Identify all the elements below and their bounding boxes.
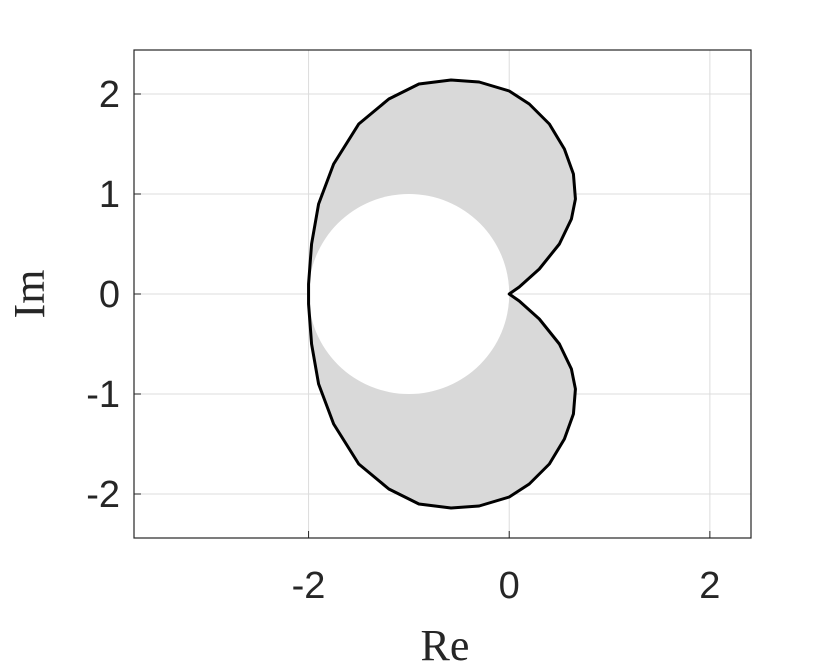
- x-tick-label: -2: [292, 565, 326, 607]
- y-tick-label: 1: [99, 174, 120, 216]
- axes-box: [133, 49, 752, 539]
- y-tick-label: -2: [86, 474, 120, 516]
- x-tick-label: 0: [499, 565, 520, 607]
- y-tick-label: 2: [99, 74, 120, 116]
- x-tick-label: 2: [699, 565, 720, 607]
- boundary-line: [307, 78, 577, 510]
- y-axis-label: Im: [5, 270, 54, 319]
- y-tick-label: 0: [99, 274, 120, 316]
- hole: [308, 194, 510, 394]
- y-tick-label: -1: [86, 374, 120, 416]
- x-axis-label: Re: [421, 621, 470, 664]
